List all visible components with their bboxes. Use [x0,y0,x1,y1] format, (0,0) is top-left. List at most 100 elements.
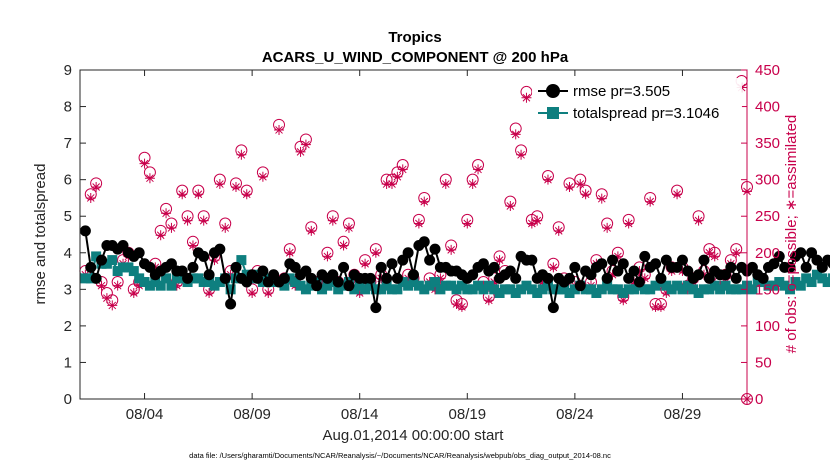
obs-assimilated-point [467,179,478,190]
legend-rmse-marker [546,84,560,98]
totalspread-point [392,284,403,295]
legend-spread-marker [547,107,559,119]
totalspread-point [591,287,602,298]
totalspread-point [209,280,220,291]
rmse-point [133,247,145,259]
rmse-point [773,250,785,262]
totalspread-point [505,284,516,295]
totalspread-point [817,273,828,284]
obs-assimilated-point [386,179,397,190]
totalspread-point [365,280,376,291]
totalspread-point [467,284,478,295]
y-axis-left: 0 1 2 3 4 5 6 7 8 9 [64,62,86,408]
totalspread-point [419,284,430,295]
totalspread-point [354,280,365,291]
obs-assimilated-point [435,273,446,284]
obs-assimilated-point [553,225,564,236]
totalspread-point [811,269,822,280]
obs-assimilated-point [483,295,494,306]
totalspread-point [112,266,123,277]
totalspread-point [214,277,225,288]
totalspread-point [101,258,112,269]
obs-assimilated-point [494,255,505,266]
totalspread-point [774,277,785,288]
totalspread-point [618,287,629,298]
totalspread-point [602,280,613,291]
totalspread-point [790,277,801,288]
totalspread-point [435,284,446,295]
totalspread-point [80,273,91,284]
obs-assimilated-point [537,277,548,288]
totalspread-point [403,280,414,291]
obs-assimilated-point [575,179,586,190]
y-left-tick-label: 3 [64,281,72,298]
totalspread-point [333,284,344,295]
x-tick-label: 08/14 [341,406,379,423]
obs-assimilated-point [532,215,543,226]
rmse-point [655,272,667,284]
rmse-point [408,269,419,281]
totalspread-point [171,273,182,284]
totalspread-point [768,280,779,291]
totalspread-point [424,280,435,291]
y-right-tick-label: 250 [755,208,780,225]
totalspread-point [709,280,720,291]
obs-assimilated-point [661,287,672,298]
y-right-tick-label: 0 [755,391,763,408]
obs-assimilated-point [580,189,591,200]
totalspread-point [198,277,209,288]
obs-assimilated-point [306,225,317,236]
obs-assimilated-point [171,280,182,291]
obs-assimilated-point [134,280,145,291]
y-axis-left-label: rmse and totalspread [32,164,49,305]
obs-assimilated-point [343,222,354,233]
totalspread-point [612,284,623,295]
totalspread-point [801,273,812,284]
y-axis-right-label: # of obs: o=possible; ∗=assimilated [783,115,800,354]
x-tick-label: 08/29 [664,406,702,423]
totalspread-point [725,284,736,295]
rmse-point [375,261,387,273]
legend: rmse pr=3.505 totalspread pr=3.1046 [532,78,742,124]
obs-assimilated-point [381,179,392,190]
totalspread-point [822,277,830,288]
rmse-point [90,272,102,284]
y-left-tick-label: 0 [64,391,72,408]
totalspread-point [661,280,672,291]
rmse-point [278,272,290,284]
obs-assimilated-point [85,192,96,203]
chart-title: Tropics [388,29,441,46]
totalspread-point [586,284,597,295]
obs-assimilated-point [155,230,166,241]
rmse-point [725,261,737,273]
obs-assimilated-point [672,189,683,200]
obs-assimilated-point [564,181,575,192]
obs-assimilated-point [446,244,457,255]
totalspread-point [666,284,677,295]
obs-assimilated-point [128,287,139,298]
obs-assimilated-point [462,218,473,229]
totalspread-point [526,284,537,295]
rmse-point [547,302,559,314]
totalspread-point [548,284,559,295]
totalspread-point [225,284,236,295]
rmse-point [96,254,108,266]
totalspread-point [720,280,731,291]
y-left-tick-label: 5 [64,208,72,225]
totalspread-point [806,277,817,288]
rmse-point [85,261,97,273]
obs-assimilated-point [204,287,215,298]
obs-assimilated-point [693,215,704,226]
totalspread-point [569,284,580,295]
rmse-point [633,276,645,288]
y-left-tick-label: 4 [64,245,72,262]
rmse-point [628,265,640,277]
totalspread-point [532,287,543,298]
totalspread-point [698,284,709,295]
obs-assimilated-point [526,218,537,229]
y-right-tick-label: 100 [755,318,780,335]
rmse-point [257,265,269,277]
totalspread-point [623,284,634,295]
obs-assimilated-point [300,139,311,150]
